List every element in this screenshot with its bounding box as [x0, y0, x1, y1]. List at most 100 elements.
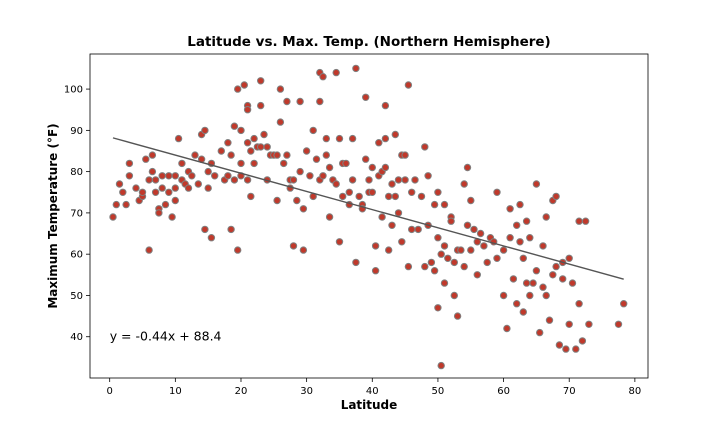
data-point: [250, 159, 258, 168]
data-point: [335, 238, 344, 246]
data-point: [516, 200, 524, 209]
data-point: [414, 225, 422, 234]
data-point: [365, 176, 373, 184]
data-point: [519, 308, 527, 316]
data-point: [273, 151, 281, 159]
data-point: [470, 225, 478, 234]
data-point: [522, 217, 531, 225]
data-point: [283, 151, 291, 159]
data-point: [352, 64, 360, 73]
data-point: [388, 221, 396, 230]
data-point: [519, 254, 527, 262]
data-point: [352, 258, 360, 267]
data-point: [227, 151, 235, 159]
data-point: [362, 93, 370, 102]
data-point: [430, 200, 439, 209]
data-point: [302, 147, 311, 155]
data-point: [457, 246, 465, 254]
data-point: [522, 279, 531, 287]
data-point: [250, 134, 258, 143]
y-tick-label: 50: [70, 291, 83, 302]
data-point: [385, 192, 393, 201]
data-point: [408, 188, 416, 197]
data-point: [211, 172, 219, 180]
data-point: [493, 188, 501, 197]
data-point: [480, 242, 488, 250]
data-point: [224, 139, 232, 147]
data-point: [312, 155, 321, 163]
data-point: [348, 134, 357, 143]
y-tick-label: 90: [70, 126, 83, 137]
data-point: [151, 188, 160, 197]
data-point: [381, 163, 390, 172]
data-point: [568, 279, 577, 287]
x-tick-label: 30: [300, 386, 313, 397]
data-point: [155, 209, 163, 217]
data-point: [565, 320, 573, 328]
data-point: [148, 167, 157, 176]
data-point: [473, 271, 481, 279]
x-axis-ticks: 0 10 20 30 40 50 60 70 80: [107, 378, 641, 397]
data-point: [463, 163, 472, 172]
regression-line: [112, 137, 624, 280]
data-point: [411, 176, 419, 184]
x-tick-label: 60: [497, 386, 510, 397]
data-point: [257, 77, 265, 85]
data-point: [408, 225, 416, 234]
data-point: [237, 126, 245, 135]
data-point: [316, 97, 324, 106]
data-point: [503, 324, 511, 333]
data-point: [299, 246, 308, 254]
data-point: [404, 81, 413, 89]
data-point: [434, 234, 442, 242]
data-point: [158, 172, 166, 180]
data-point: [506, 205, 514, 213]
data-point: [371, 242, 380, 250]
data-point: [191, 151, 199, 159]
data-point: [539, 242, 547, 250]
data-point: [509, 275, 518, 283]
data-point: [165, 188, 173, 197]
data-point: [174, 134, 183, 143]
data-point: [132, 184, 140, 192]
y-tick-label: 70: [70, 208, 83, 219]
data-point: [178, 159, 186, 168]
data-point: [371, 267, 380, 275]
data-point: [529, 279, 537, 287]
data-point: [542, 291, 550, 300]
data-point: [437, 361, 445, 370]
data-point: [125, 172, 134, 180]
data-point: [450, 258, 458, 267]
data-point: [463, 221, 472, 230]
data-point: [536, 328, 544, 337]
data-point: [513, 300, 521, 308]
data-point: [115, 180, 124, 188]
data-point: [201, 126, 209, 135]
x-axis-label: Latitude: [341, 398, 398, 412]
data-point: [516, 238, 524, 246]
data-point: [421, 143, 429, 151]
chart-title: Latitude vs. Max. Temp. (Northern Hemisp…: [187, 34, 550, 50]
data-point: [207, 234, 216, 242]
data-point: [368, 163, 376, 172]
data-point: [325, 213, 334, 221]
data-point: [234, 85, 242, 93]
data-point: [283, 97, 291, 106]
data-point: [467, 246, 475, 254]
y-tick-label: 40: [70, 332, 83, 343]
data-point: [355, 192, 363, 201]
data-point: [332, 180, 340, 188]
data-point: [532, 267, 541, 275]
data-point: [306, 172, 314, 180]
data-point: [440, 200, 449, 209]
data-point: [388, 180, 396, 188]
data-point: [263, 143, 271, 151]
data-point: [585, 320, 593, 328]
data-point: [430, 267, 439, 275]
data-point: [204, 167, 212, 176]
data-point: [526, 291, 534, 300]
data-point: [381, 101, 390, 110]
data-point: [385, 246, 393, 254]
data-point: [421, 262, 429, 271]
